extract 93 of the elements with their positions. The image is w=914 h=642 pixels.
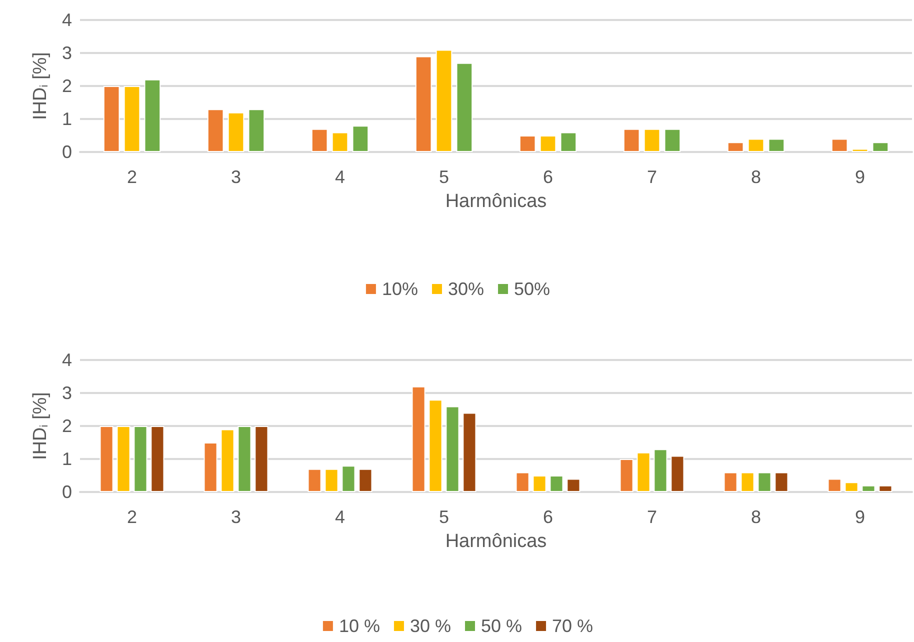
- y-tick-label: 1: [62, 449, 72, 469]
- bar: [204, 442, 218, 492]
- bar: [644, 128, 660, 152]
- bar: [636, 452, 650, 492]
- bar: [516, 472, 530, 492]
- bar: [238, 426, 252, 492]
- bar: [254, 426, 268, 492]
- bar: [436, 50, 452, 152]
- bar: [358, 468, 372, 492]
- bar: [550, 476, 564, 492]
- x-tick-label: 3: [230, 167, 242, 187]
- x-tick-label: 9: [854, 507, 866, 527]
- bar: [560, 132, 577, 152]
- y-tick-label: 1: [62, 109, 72, 129]
- bar: [872, 142, 889, 152]
- bar: [324, 468, 338, 492]
- x-tick-label: 4: [334, 167, 346, 187]
- bar: [852, 148, 868, 152]
- y-tick-label: 0: [62, 482, 72, 502]
- x-tick-label: 5: [438, 507, 450, 527]
- bar: [740, 472, 754, 492]
- bar: [446, 406, 460, 492]
- y-axis-title: IHDi [%]: [30, 392, 51, 460]
- bar: [228, 112, 244, 152]
- bar: [116, 426, 130, 492]
- bar: [758, 472, 772, 492]
- bar: [664, 128, 681, 152]
- bar: [352, 126, 369, 152]
- x-tick-label: 9: [854, 167, 866, 187]
- bar: [207, 109, 224, 152]
- legend-label: 10%: [382, 279, 418, 299]
- bar: [768, 138, 785, 152]
- x-tick-label: 2: [126, 507, 138, 527]
- bar: [150, 426, 164, 492]
- x-tick-label: 8: [750, 167, 762, 187]
- bar: [415, 56, 432, 152]
- bar: [620, 459, 634, 492]
- legend-label: 50%: [514, 279, 550, 299]
- bar: [878, 485, 892, 492]
- legend-label: 30 %: [410, 616, 452, 636]
- bar: [727, 142, 744, 152]
- x-tick-label: 7: [646, 507, 658, 527]
- bar: [220, 429, 234, 492]
- bar: [566, 478, 580, 492]
- y-tick-label: 4: [62, 10, 72, 30]
- x-tick-label: 3: [230, 507, 242, 527]
- x-tick-label: 6: [542, 167, 554, 187]
- bar: [831, 138, 848, 152]
- bar: [828, 478, 842, 492]
- bar: [456, 62, 473, 152]
- x-axis-title: Harmônicas: [445, 191, 547, 212]
- bar: [519, 136, 536, 152]
- bar: [308, 468, 322, 492]
- bar: [670, 456, 684, 492]
- bar: [532, 476, 546, 492]
- bar: [124, 86, 140, 152]
- bar: [844, 482, 858, 492]
- y-tick-label: 3: [62, 383, 72, 403]
- x-tick-label: 4: [334, 507, 346, 527]
- bar: [103, 86, 120, 152]
- x-axis-title: Harmônicas: [445, 531, 547, 552]
- bar: [311, 128, 328, 152]
- bar: [724, 472, 738, 492]
- bar: [100, 426, 114, 492]
- bar: [428, 400, 442, 492]
- bar: [862, 485, 876, 492]
- y-axis-title: IHDi [%]: [30, 52, 51, 120]
- y-tick-label: 4: [62, 350, 72, 370]
- x-tick-label: 5: [438, 167, 450, 187]
- bar: [774, 472, 788, 492]
- bar: [248, 109, 265, 152]
- y-tick-label: 0: [62, 142, 72, 162]
- bar: [540, 136, 556, 152]
- x-tick-label: 6: [542, 507, 554, 527]
- legend-label: 70 %: [552, 616, 594, 636]
- y-tick-label: 2: [62, 416, 72, 436]
- legend-label: 30%: [448, 279, 484, 299]
- bar: [412, 386, 426, 492]
- bar: [654, 449, 668, 492]
- bar: [748, 138, 764, 152]
- x-tick-label: 2: [126, 167, 138, 187]
- bar: [134, 426, 148, 492]
- bar: [342, 466, 356, 492]
- legend-label: 50 %: [481, 616, 522, 636]
- bar: [462, 412, 476, 492]
- y-tick-label: 2: [62, 76, 72, 96]
- bar: [623, 128, 640, 152]
- bar: [332, 132, 348, 152]
- x-tick-label: 8: [750, 507, 762, 527]
- legend-label: 10 %: [338, 616, 380, 636]
- x-tick-label: 7: [646, 167, 658, 187]
- y-tick-label: 3: [62, 43, 72, 63]
- bar: [144, 79, 161, 152]
